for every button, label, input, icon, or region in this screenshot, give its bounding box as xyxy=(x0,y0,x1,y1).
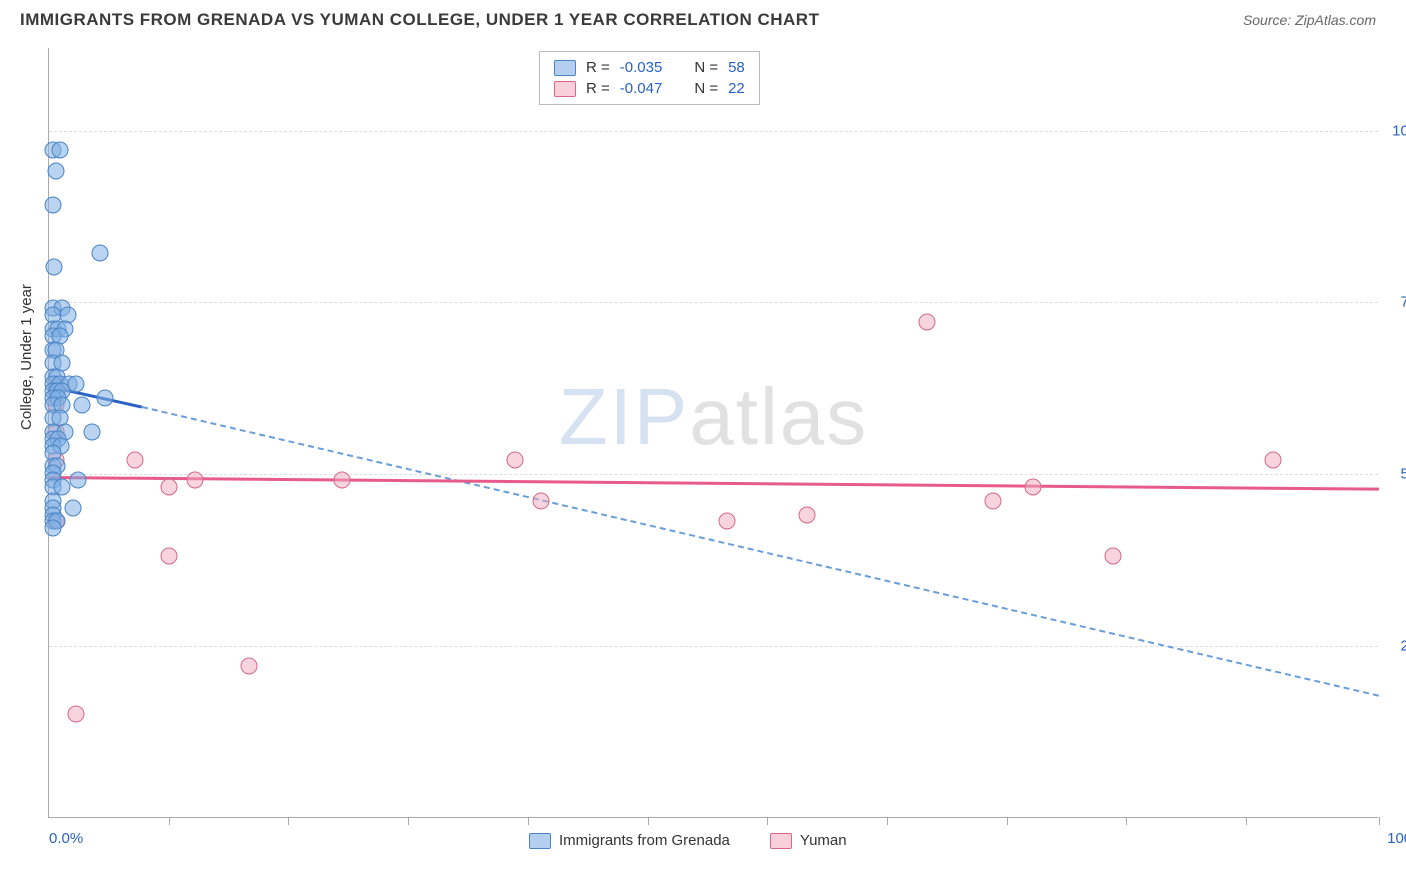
legend-item-yuman: Yuman xyxy=(770,832,847,849)
y-tick-label: 50.0% xyxy=(1400,466,1406,483)
data-point xyxy=(83,424,100,441)
y-tick-label: 25.0% xyxy=(1400,638,1406,655)
swatch-pink-icon xyxy=(554,81,576,97)
data-point xyxy=(44,197,61,214)
chart-title: IMMIGRANTS FROM GRENADA VS YUMAN COLLEGE… xyxy=(20,10,819,30)
gridline xyxy=(49,646,1378,647)
data-point xyxy=(799,506,816,523)
data-point xyxy=(64,499,81,516)
x-tick xyxy=(1126,817,1127,825)
source-credit: Source: ZipAtlas.com xyxy=(1243,12,1376,28)
data-point xyxy=(333,472,350,489)
correlation-legend: R = -0.035 N = 58 R = -0.047 N = 22 xyxy=(539,51,760,105)
data-point xyxy=(47,162,64,179)
x-axis-min-label: 0.0% xyxy=(49,830,83,847)
data-point xyxy=(127,451,144,468)
data-point xyxy=(506,451,523,468)
swatch-pink-icon xyxy=(770,833,792,849)
x-tick xyxy=(1379,817,1380,825)
data-point xyxy=(46,259,63,276)
data-point xyxy=(1105,547,1122,564)
data-point xyxy=(985,492,1002,509)
data-point xyxy=(70,472,87,489)
trend-line xyxy=(49,476,1379,491)
data-point xyxy=(67,705,84,722)
data-point xyxy=(74,396,91,413)
data-point xyxy=(1025,479,1042,496)
watermark: ZIPatlas xyxy=(559,371,868,463)
series-legend: Immigrants from Grenada Yuman xyxy=(529,832,847,849)
gridline xyxy=(49,302,1378,303)
data-point xyxy=(160,479,177,496)
trend-line xyxy=(142,406,1379,697)
x-tick xyxy=(1246,817,1247,825)
data-point xyxy=(44,520,61,537)
data-point xyxy=(51,142,68,159)
x-tick xyxy=(288,817,289,825)
x-tick xyxy=(408,817,409,825)
data-point xyxy=(240,657,257,674)
data-point xyxy=(533,492,550,509)
legend-row-pink: R = -0.047 N = 22 xyxy=(554,78,745,99)
chart-plot-area: ZIPatlas R = -0.035 N = 58 R = -0.047 N … xyxy=(48,48,1378,818)
data-point xyxy=(91,245,108,262)
x-tick xyxy=(169,817,170,825)
gridline xyxy=(49,131,1378,132)
gridline xyxy=(49,474,1378,475)
y-tick-label: 100.0% xyxy=(1392,122,1406,139)
x-axis-max-label: 100.0% xyxy=(1387,830,1406,847)
swatch-blue-icon xyxy=(529,833,551,849)
x-tick xyxy=(648,817,649,825)
x-tick xyxy=(767,817,768,825)
y-axis-label: College, Under 1 year xyxy=(18,284,35,430)
data-point xyxy=(187,472,204,489)
header: IMMIGRANTS FROM GRENADA VS YUMAN COLLEGE… xyxy=(0,0,1406,35)
data-point xyxy=(1264,451,1281,468)
y-tick-label: 75.0% xyxy=(1400,294,1406,311)
data-point xyxy=(96,389,113,406)
x-tick xyxy=(1007,817,1008,825)
x-tick xyxy=(528,817,529,825)
legend-item-grenada: Immigrants from Grenada xyxy=(529,832,730,849)
swatch-blue-icon xyxy=(554,60,576,76)
data-point xyxy=(160,547,177,564)
data-point xyxy=(918,314,935,331)
x-tick xyxy=(887,817,888,825)
data-point xyxy=(719,513,736,530)
legend-row-blue: R = -0.035 N = 58 xyxy=(554,57,745,78)
